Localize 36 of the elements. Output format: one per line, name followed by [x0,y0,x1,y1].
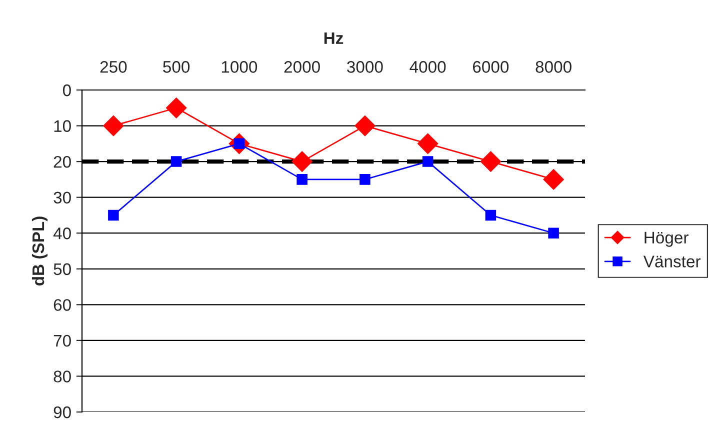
x-tick-label: 6000 [472,61,509,73]
point [166,98,187,118]
y-tick-label: 70 [54,334,71,347]
y-tick-label: 30 [54,192,71,204]
point [360,174,370,185]
x-tick-label: 4000 [410,61,446,73]
x-tick-label: 3000 [347,61,383,73]
point [548,228,559,238]
point [103,115,124,136]
point [296,174,308,185]
point [108,210,119,221]
point [543,169,564,190]
point [480,151,502,172]
point [292,151,312,172]
y-tick-label: 50 [54,263,71,276]
x-tick-label: 500 [163,61,190,73]
x-axis-title: Hz [324,32,344,44]
point [417,133,438,154]
point [170,156,182,167]
y-tick-label: 60 [54,299,71,311]
y-tick-label: 90 [54,406,71,418]
y-tick-label: 20 [54,156,71,168]
legend-label: Höger [644,232,688,247]
x-tick-label: 8000 [536,61,572,73]
x-tick-label: 250 [100,61,127,73]
y-tick-label: 10 [54,120,71,132]
y-axis-title: dB (SPL) [32,216,48,286]
point [354,115,376,136]
point [422,156,434,167]
x-tick-label: 1000 [222,61,258,73]
x-tick-label: 2000 [284,61,320,73]
y-tick-label: 0 [62,84,71,96]
y-tick-label: 80 [54,370,71,382]
y-tick-label: 40 [53,228,71,240]
legend-label: Vänster [643,256,701,268]
point [485,210,496,221]
